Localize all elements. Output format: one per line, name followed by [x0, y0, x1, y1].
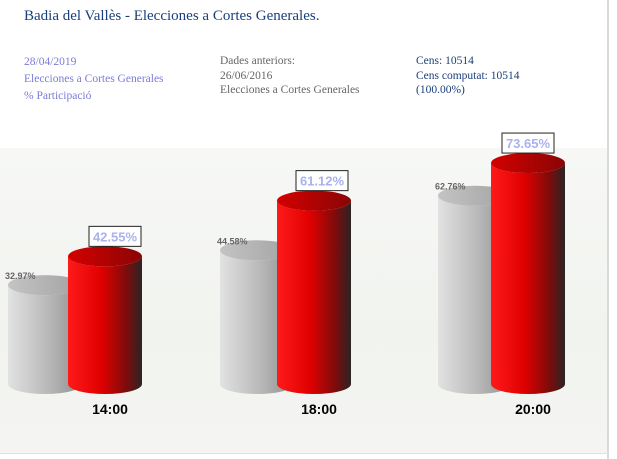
census: Cens: 10514: [416, 55, 474, 67]
current-value-box: [88, 225, 142, 247]
census-percent: (100.00%): [416, 84, 465, 96]
cur-bar-body: [68, 256, 142, 394]
census-info: Cens: 10514 Cens computat: 10514 (100.00…: [416, 54, 520, 98]
current-date: 28/04/2019: [24, 56, 77, 68]
cur-bar-1: [277, 190, 351, 394]
bottom-border: [0, 453, 609, 454]
prev-bar-0: [8, 275, 82, 394]
right-border: [607, 0, 609, 459]
current-value-label: 61.12%: [300, 174, 345, 189]
cur-bar-2: [491, 153, 565, 394]
current-value-box: [295, 170, 349, 192]
current-election-name: Elecciones a Cortes Generales: [24, 73, 164, 85]
cur-bar-top: [277, 190, 351, 211]
current-election-info: 28/04/2019 Elecciones a Cortes Generales…: [24, 54, 164, 105]
current-value-box: [501, 132, 555, 154]
previous-value-label: 62.76%: [435, 182, 466, 192]
previous-value-label: 32.97%: [5, 271, 36, 281]
prev-bar-body: [8, 285, 82, 394]
cur-bar-top: [68, 246, 142, 267]
prev-bar-top: [220, 240, 294, 261]
metric-label: % Participació: [24, 90, 92, 102]
previous-value-label: 44.58%: [217, 236, 248, 246]
previous-heading: Dades anteriors:: [220, 55, 296, 67]
previous-election-info: Dades anteriors: 26/06/2016 Elecciones a…: [220, 54, 360, 98]
cur-bar-body: [491, 163, 565, 394]
time-tick-label: 14:00: [92, 401, 128, 417]
prev-bar-body: [220, 250, 294, 394]
prev-bar-1: [220, 240, 294, 394]
time-tick-label: 18:00: [301, 401, 337, 417]
current-value-label: 42.55%: [93, 229, 138, 244]
time-tick-label: 20:00: [515, 401, 551, 417]
current-value-label: 73.65%: [506, 136, 551, 151]
cur-bar-top: [491, 153, 565, 174]
cur-bar-0: [68, 246, 142, 394]
census-counted: Cens computat: 10514: [416, 69, 520, 82]
page-title: Badia del Vallès - Elecciones a Cortes G…: [24, 8, 320, 24]
prev-bar-top: [8, 275, 82, 296]
previous-date: 26/06/2016: [220, 69, 273, 82]
previous-election-name: Elecciones a Cortes Generales: [220, 84, 360, 96]
cur-bar-body: [277, 200, 351, 394]
